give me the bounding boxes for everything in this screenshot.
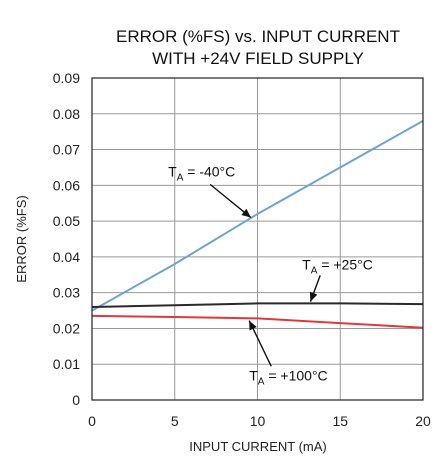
- grid: [92, 78, 423, 400]
- annotation-label-3: TA = +100°C: [249, 367, 327, 387]
- series-line-1: [91, 120, 424, 312]
- annotation-layer: TA = -40°C TA = +25°C TA = +100°C: [168, 163, 373, 387]
- y-tick-labels: 0 0.01 0.02 0.03 0.04 0.05 0.06 0.07 0.08 0.09: [53, 70, 80, 408]
- annotation-arrowhead-3: [249, 320, 257, 331]
- x-tick-label: 20: [415, 413, 431, 429]
- y-tick-label: 0.06: [53, 177, 80, 193]
- chart-subtitle: WITH +24V FIELD SUPPLY: [152, 49, 364, 68]
- y-tick-label: 0.01: [53, 356, 80, 372]
- annotation-label-2: TA = +25°C: [302, 256, 373, 276]
- series-line-2: [91, 302, 424, 308]
- annotation-arrowhead-1: [241, 208, 251, 218]
- y-tick-label: 0.09: [53, 70, 80, 86]
- y-tick-label: 0.07: [53, 142, 80, 158]
- x-tick-labels: 0 5 10 15 20: [88, 413, 431, 429]
- y-tick-label: 0.03: [53, 285, 80, 301]
- y-tick-label: 0.04: [53, 249, 80, 265]
- y-axis-label: ERROR (%FS): [14, 195, 29, 282]
- annotation-label-1: TA = -40°C: [168, 163, 235, 183]
- y-tick-label: 0: [72, 392, 80, 408]
- y-tick-label: 0.05: [53, 213, 80, 229]
- chart-title: ERROR (%FS) vs. INPUT CURRENT: [116, 27, 400, 46]
- series-line-3: [91, 314, 424, 329]
- annotation-arrowhead-2: [309, 291, 318, 302]
- x-tick-label: 10: [250, 413, 266, 429]
- x-axis-label: INPUT CURRENT (mA): [189, 439, 326, 454]
- plot-border: [91, 77, 424, 401]
- x-tick-label: 15: [332, 413, 348, 429]
- x-tick-label: 0: [88, 413, 96, 429]
- y-tick-label: 0.08: [53, 106, 80, 122]
- series-layer: [91, 120, 424, 329]
- y-tick-label: 0.02: [53, 320, 80, 336]
- x-tick-label: 5: [171, 413, 179, 429]
